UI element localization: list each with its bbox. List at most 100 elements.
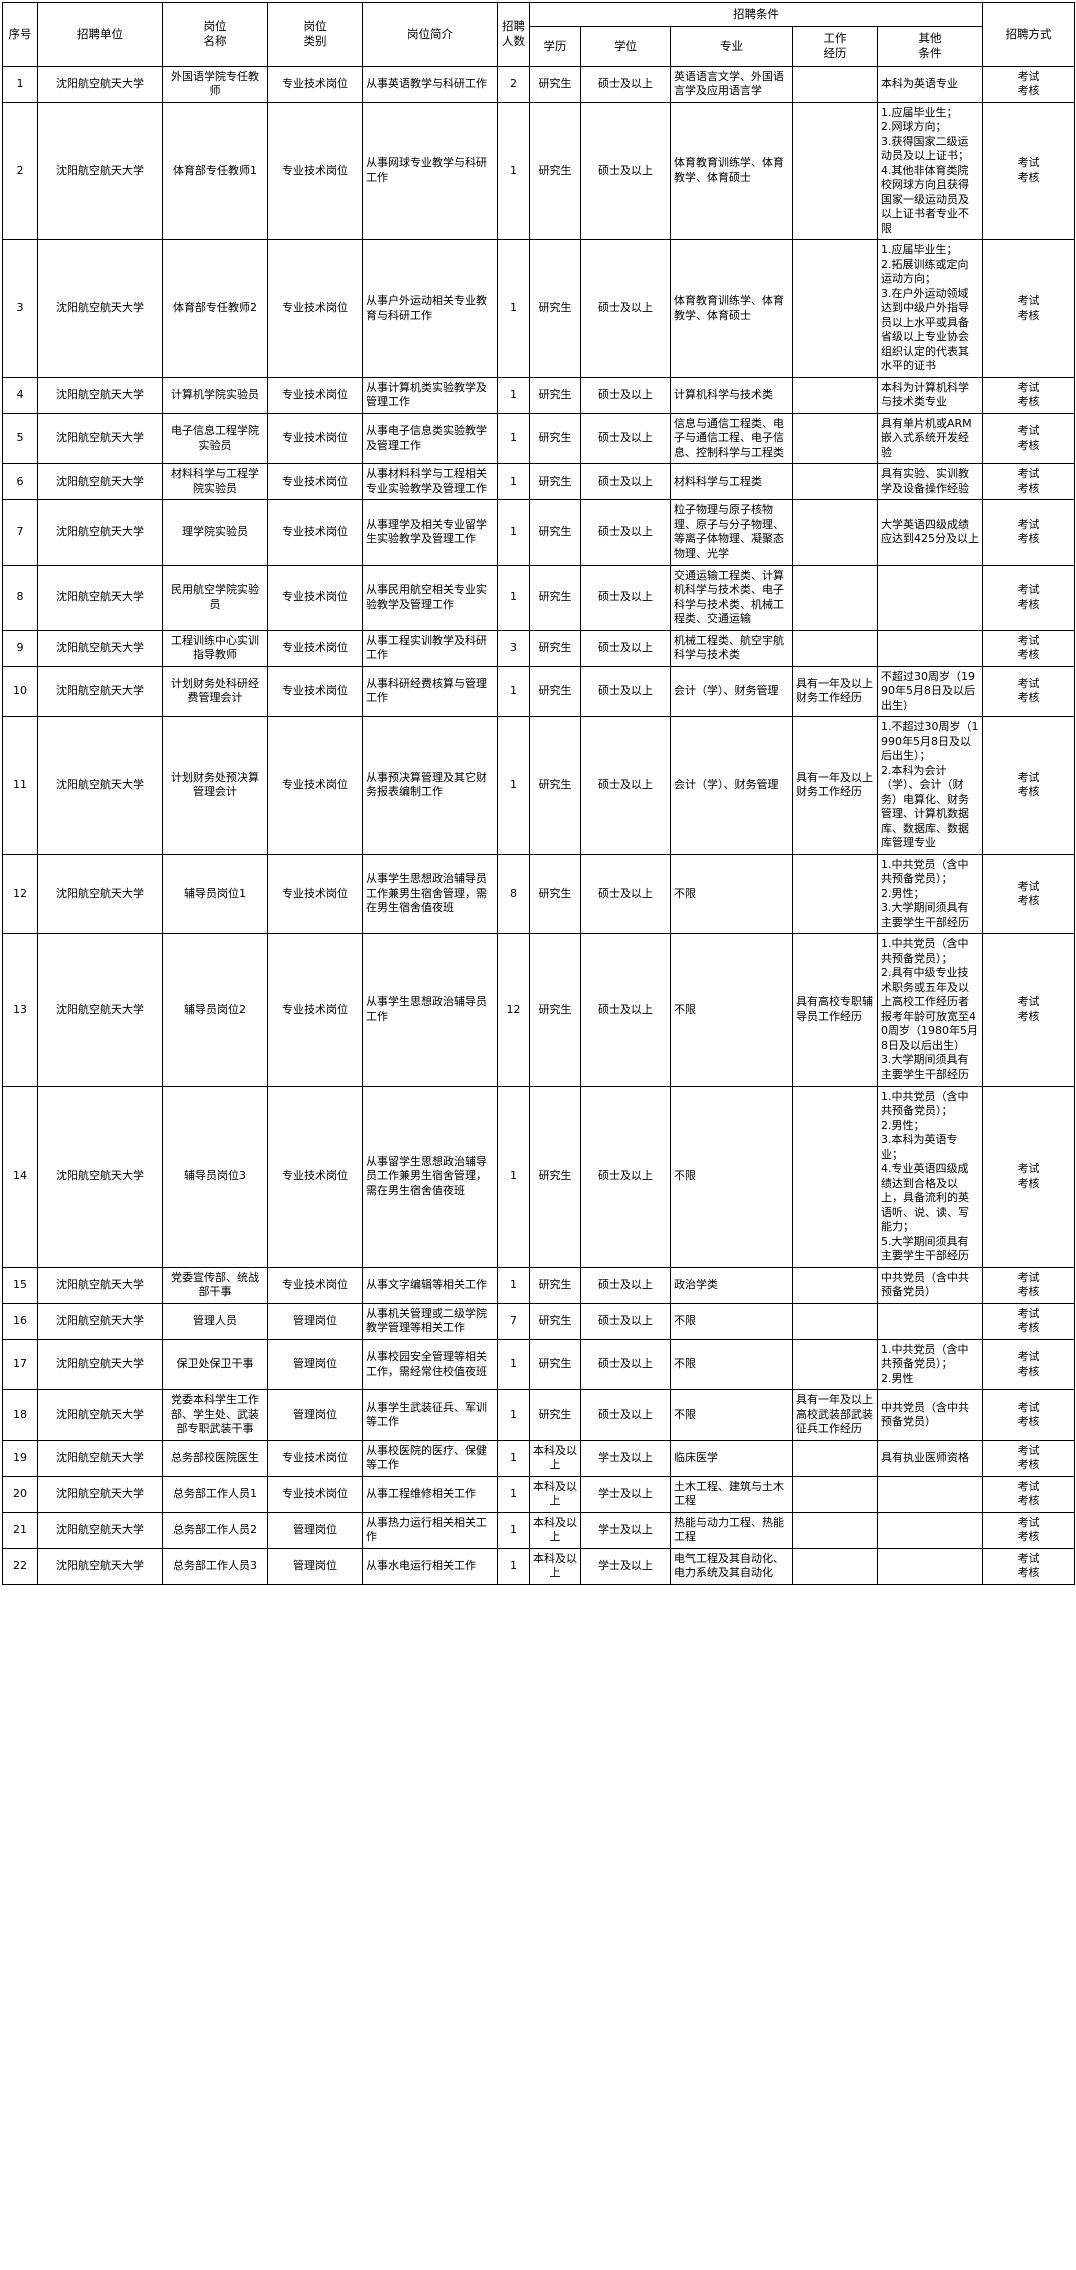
cell-experience [792, 1511, 878, 1549]
cell-type: 专业技术岗位 [267, 933, 363, 1087]
cell-seq: 16 [2, 1302, 38, 1340]
cell-education: 研究生 [529, 239, 581, 378]
cell-seq: 22 [2, 1547, 38, 1585]
cell-education: 本科及以 上 [529, 1511, 581, 1549]
cell-intro: 从事工程实训教学及科研工作 [362, 629, 498, 667]
cell-intro: 从事科研经费核算与管理工作 [362, 665, 498, 718]
cell-major: 不限 [670, 853, 793, 935]
cell-count: 1 [497, 1547, 530, 1585]
cell-education: 研究生 [529, 1389, 581, 1441]
cell-education: 研究生 [529, 1266, 581, 1304]
cell-major: 不限 [670, 933, 793, 1087]
cell-other: 1.应届毕业生； 2.网球方向； 3.获得国家二级运动员及以上证书； 4.其他非… [876, 101, 984, 241]
column-header-education: 学历 [529, 26, 581, 67]
cell-experience: 具有高校专职辅导员工作经历 [792, 933, 878, 1087]
cell-mode: 考试 考核 [982, 853, 1076, 935]
cell-type: 专业技术岗位 [267, 1475, 363, 1513]
cell-name: 工程训练中心实训指导教师 [162, 629, 268, 667]
cell-experience [792, 629, 878, 667]
cell-name: 电子信息工程学院实验员 [162, 412, 268, 465]
cell-unit: 沈阳航空航天大学 [37, 412, 163, 465]
column-header-degree: 学位 [580, 26, 671, 67]
cell-type: 专业技术岗位 [267, 376, 363, 414]
cell-experience [792, 65, 878, 103]
cell-unit: 沈阳航空航天大学 [37, 65, 163, 103]
cell-name: 辅导员岗位1 [162, 853, 268, 935]
cell-degree: 硕士及以上 [580, 665, 671, 718]
table-row: 20 沈阳航空航天大学 总务部工作人员1 专业技术岗位 从事工程维修相关工作 1 本科及以 … [2, 1475, 1076, 1513]
column-header-other: 其他 条件 [876, 26, 984, 67]
cell-unit: 沈阳航空航天大学 [37, 1511, 163, 1549]
cell-unit: 沈阳航空航天大学 [37, 239, 163, 378]
cell-seq: 9 [2, 629, 38, 667]
cell-seq: 12 [2, 853, 38, 935]
cell-count: 1 [497, 1085, 530, 1268]
cell-seq: 1 [2, 65, 38, 103]
cell-mode: 考试 考核 [982, 499, 1076, 566]
cell-mode: 考试 考核 [982, 933, 1076, 1087]
cell-count: 2 [497, 65, 530, 103]
cell-seq: 20 [2, 1475, 38, 1513]
cell-mode: 考试 考核 [982, 101, 1076, 241]
cell-intro: 从事工程维修相关工作 [362, 1475, 498, 1513]
cell-education: 研究生 [529, 853, 581, 935]
cell-count: 1 [497, 1266, 530, 1304]
cell-intro: 从事留学生思想政治辅导员工作兼男生宿舍管理，需在男生宿舍值夜班 [362, 1085, 498, 1268]
cell-mode: 考试 考核 [982, 463, 1076, 501]
cell-other: 1.中共党员（含中共预备党员）； 2.男性； 3.大学期间须具有主要学生干部经历 [876, 853, 984, 935]
column-header-post-intro: 岗位简介 [362, 2, 498, 67]
cell-other: 1.中共党员（含中共预备党员）； 2.男性； 3.本科为英语专业； 4.专业英语… [876, 1085, 984, 1268]
cell-other: 不超过30周岁（1990年5月8日及以后出生） [876, 665, 984, 718]
cell-seq: 14 [2, 1085, 38, 1268]
cell-education: 研究生 [529, 665, 581, 718]
cell-seq: 2 [2, 101, 38, 241]
cell-name: 辅导员岗位2 [162, 933, 268, 1087]
cell-name: 材料科学与工程学院实验员 [162, 463, 268, 501]
table-row: 15 沈阳航空航天大学 党委宣传部、统战部干事 专业技术岗位 从事文字编辑等相关工作 1 研… [2, 1266, 1076, 1304]
cell-count: 1 [497, 1475, 530, 1513]
cell-mode: 考试 考核 [982, 1547, 1076, 1585]
table-row: 10 沈阳航空航天大学 计划财务处科研经费管理会计 专业技术岗位 从事科研经费核算与管理… [2, 665, 1076, 718]
cell-count: 8 [497, 853, 530, 935]
cell-education: 本科及以 上 [529, 1439, 581, 1477]
cell-major: 会计（学）、财务管理 [670, 716, 793, 855]
cell-count: 1 [497, 1439, 530, 1477]
cell-other: 中共党员（含中共预备党员） [876, 1266, 984, 1304]
cell-mode: 考试 考核 [982, 716, 1076, 855]
cell-mode: 考试 考核 [982, 665, 1076, 718]
cell-count: 1 [497, 716, 530, 855]
cell-seq: 15 [2, 1266, 38, 1304]
cell-education: 研究生 [529, 376, 581, 414]
table-row: 12 沈阳航空航天大学 辅导员岗位1 专业技术岗位 从事学生思想政治辅导员工作兼男生宿舍… [2, 853, 1076, 935]
cell-seq: 21 [2, 1511, 38, 1549]
cell-intro: 从事理学及相关专业留学生实验教学及管理工作 [362, 499, 498, 566]
cell-type: 专业技术岗位 [267, 1085, 363, 1268]
table-row: 1 沈阳航空航天大学 外国语学院专任教师 专业技术岗位 从事英语教学与科研工作 2 研究生硕… [2, 65, 1076, 103]
cell-name: 外国语学院专任教师 [162, 65, 268, 103]
cell-name: 保卫处保卫干事 [162, 1338, 268, 1391]
cell-intro: 从事网球专业教学与科研工作 [362, 101, 498, 241]
table-row: 8 沈阳航空航天大学 民用航空学院实验员 专业技术岗位 从事民用航空相关专业实验教学及管… [2, 564, 1076, 631]
cell-name: 民用航空学院实验员 [162, 564, 268, 631]
cell-type: 专业技术岗位 [267, 101, 363, 241]
cell-count: 1 [497, 412, 530, 465]
cell-seq: 13 [2, 933, 38, 1087]
cell-major: 不限 [670, 1302, 793, 1340]
column-header-mode: 招聘方式 [982, 2, 1076, 67]
cell-count: 1 [497, 1389, 530, 1441]
cell-major: 体育教育训练学、体育教学、体育硕士 [670, 239, 793, 378]
cell-mode: 考试 考核 [982, 1085, 1076, 1268]
column-header-conditions-group: 招聘条件 [528, 1, 984, 28]
cell-education: 研究生 [529, 463, 581, 501]
table-row: 4 沈阳航空航天大学 计算机学院实验员 专业技术岗位 从事计算机类实验教学及管理工作 1 研… [2, 376, 1076, 414]
cell-unit: 沈阳航空航天大学 [37, 1085, 163, 1268]
cell-mode: 考试 考核 [982, 239, 1076, 378]
cell-unit: 沈阳航空航天大学 [37, 564, 163, 631]
table-row: 16 沈阳航空航天大学 管理人员 管理岗位 从事机关管理或二级学院教学管理等相关工作 7 研… [2, 1302, 1076, 1340]
cell-count: 1 [497, 499, 530, 566]
cell-name: 管理人员 [162, 1302, 268, 1340]
cell-count: 7 [497, 1302, 530, 1340]
cell-seq: 11 [2, 716, 38, 855]
cell-experience [792, 1266, 878, 1304]
cell-experience [792, 463, 878, 501]
